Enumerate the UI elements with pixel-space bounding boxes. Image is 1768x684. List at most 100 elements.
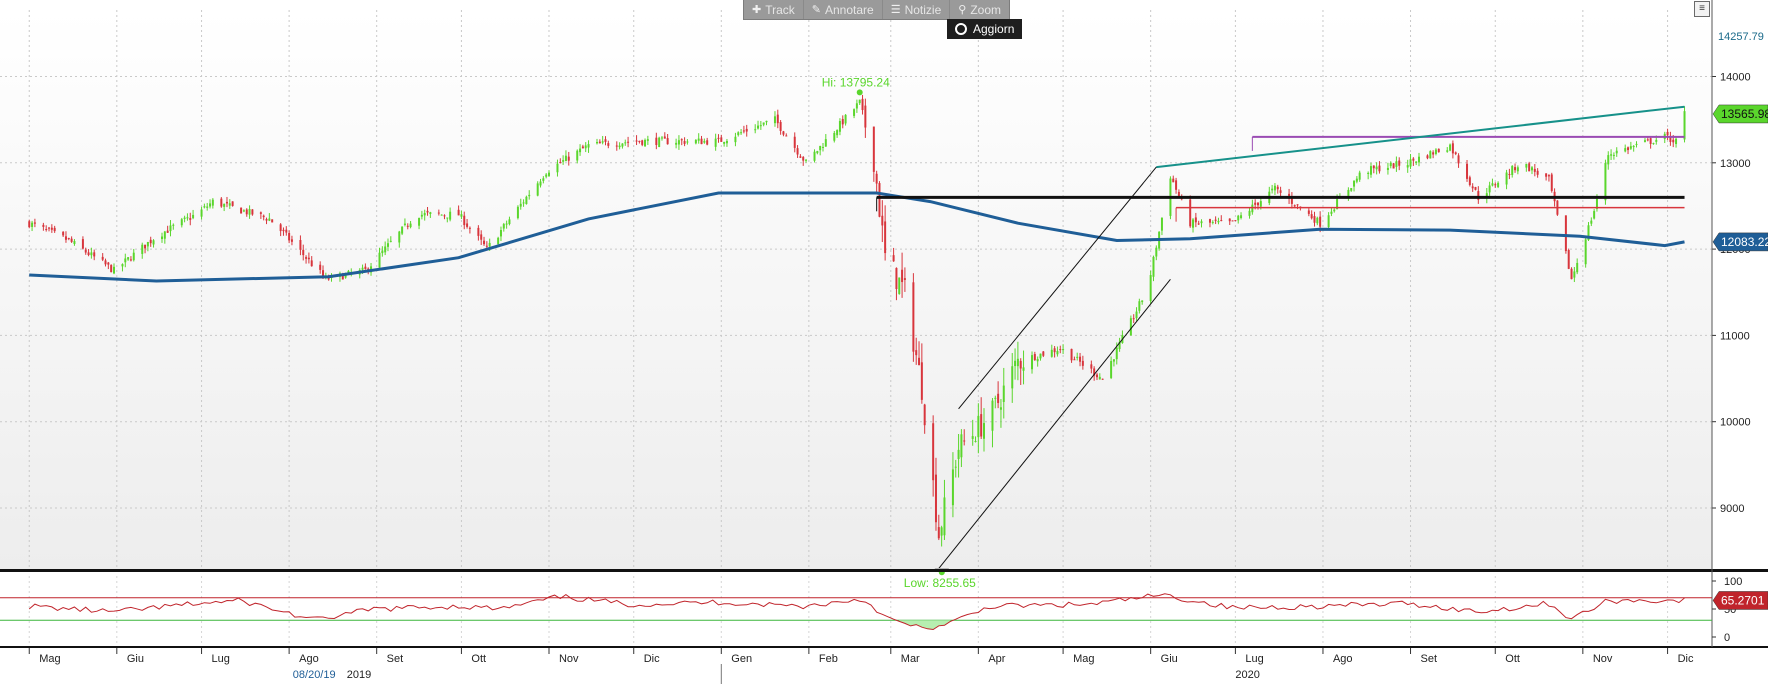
candle-down xyxy=(245,209,248,215)
annotate-button[interactable]: ✎ Annotare xyxy=(804,0,883,19)
candle-down xyxy=(1293,205,1296,207)
annotate-label: Annotare xyxy=(825,2,874,17)
candle-up xyxy=(505,223,508,225)
candle-down xyxy=(259,212,262,214)
candle-up xyxy=(1624,148,1627,152)
price-tick-label: 14000 xyxy=(1720,72,1751,84)
panel-separator xyxy=(0,569,1768,572)
candle-up xyxy=(1050,349,1053,357)
candle-up xyxy=(1098,376,1101,380)
candle-up xyxy=(1655,139,1658,142)
candle-down xyxy=(666,138,669,145)
month-label: Mar xyxy=(901,653,920,665)
candle-down xyxy=(912,282,915,352)
candle-up xyxy=(819,145,822,151)
candle-down xyxy=(745,128,748,132)
candle-up xyxy=(132,252,135,261)
news-button[interactable]: ☰ Notizie xyxy=(883,0,951,19)
month-label: Set xyxy=(1421,653,1438,665)
candle-down xyxy=(466,223,469,227)
month-label: Dic xyxy=(644,653,660,665)
cursor-date-label: 08/20/19 xyxy=(293,669,336,681)
candle-up xyxy=(112,266,115,274)
candle-up xyxy=(522,202,525,204)
candle-up xyxy=(765,120,768,123)
candle-down xyxy=(1477,191,1480,200)
track-button[interactable]: ✚ Track xyxy=(744,0,804,19)
price-tick-label: 11000 xyxy=(1720,330,1750,342)
candle-down xyxy=(1627,147,1630,151)
panel-menu-icon[interactable]: ≡ xyxy=(1694,1,1710,17)
candle-up xyxy=(587,144,590,148)
candle-up xyxy=(1031,355,1034,370)
candle-down xyxy=(48,227,51,229)
candle-down xyxy=(878,183,881,217)
candle-up xyxy=(1576,262,1579,273)
candle-up xyxy=(725,140,728,144)
candle-down xyxy=(1372,165,1375,169)
candle-up xyxy=(519,203,522,207)
candle-down xyxy=(581,146,584,149)
candle-up xyxy=(821,146,824,148)
candle-down xyxy=(50,227,53,230)
candle-up xyxy=(1237,215,1240,221)
candle-up xyxy=(562,160,565,162)
candle-down xyxy=(1290,197,1293,204)
candle-up xyxy=(1251,204,1254,213)
candle-up xyxy=(1429,151,1432,159)
candle-up xyxy=(183,217,186,219)
zoom-button[interactable]: ⚲ Zoom xyxy=(950,0,1009,19)
candle-up xyxy=(621,143,624,147)
candle-down xyxy=(463,215,466,226)
candle-down xyxy=(1547,175,1550,177)
candle-up xyxy=(420,214,423,217)
price-tick-label: 9000 xyxy=(1720,503,1744,515)
candle-up xyxy=(152,240,155,245)
candle-down xyxy=(937,527,940,539)
candle-down xyxy=(64,236,67,240)
candle-up xyxy=(449,211,452,220)
candle-up xyxy=(1434,149,1437,154)
candle-up xyxy=(502,224,505,229)
month-label: Nov xyxy=(1593,653,1613,665)
candle-down xyxy=(53,227,56,232)
candle-down xyxy=(1570,268,1573,280)
candle-down xyxy=(307,257,310,260)
candle-down xyxy=(655,137,658,145)
candle-down xyxy=(129,259,132,261)
price-tick-label: 13000 xyxy=(1720,158,1751,170)
candle-up xyxy=(773,116,776,124)
candle-up xyxy=(488,242,491,247)
candle-down xyxy=(1432,152,1435,155)
candle-down xyxy=(1533,168,1536,172)
candle-down xyxy=(33,222,36,224)
candle-down xyxy=(1228,218,1231,222)
month-label: Ott xyxy=(471,653,486,665)
candle-up xyxy=(347,270,350,273)
cursor-date-box xyxy=(290,667,343,682)
rsi-oversold-fill xyxy=(899,620,951,630)
month-label: Nov xyxy=(559,653,579,665)
candle-up xyxy=(686,141,689,143)
candle-down xyxy=(638,140,641,142)
candle-down xyxy=(604,139,607,142)
candle-down xyxy=(1471,186,1474,189)
candle-up xyxy=(1488,185,1491,193)
candle-up xyxy=(242,210,245,212)
candle-up xyxy=(1036,358,1039,362)
candle-up xyxy=(378,252,381,268)
candle-up xyxy=(1516,167,1519,172)
candle-up xyxy=(1497,182,1500,188)
candle-down xyxy=(1646,139,1649,141)
candle-down xyxy=(327,277,330,280)
candle-down xyxy=(84,249,87,253)
candle-up xyxy=(161,236,164,240)
candle-down xyxy=(1296,204,1299,206)
candle-up xyxy=(536,183,539,196)
candle-up xyxy=(734,136,737,143)
candle-up xyxy=(675,142,678,145)
candle-up xyxy=(855,103,858,109)
candle-down xyxy=(443,215,446,217)
update-button[interactable]: Aggiorn xyxy=(947,19,1023,39)
